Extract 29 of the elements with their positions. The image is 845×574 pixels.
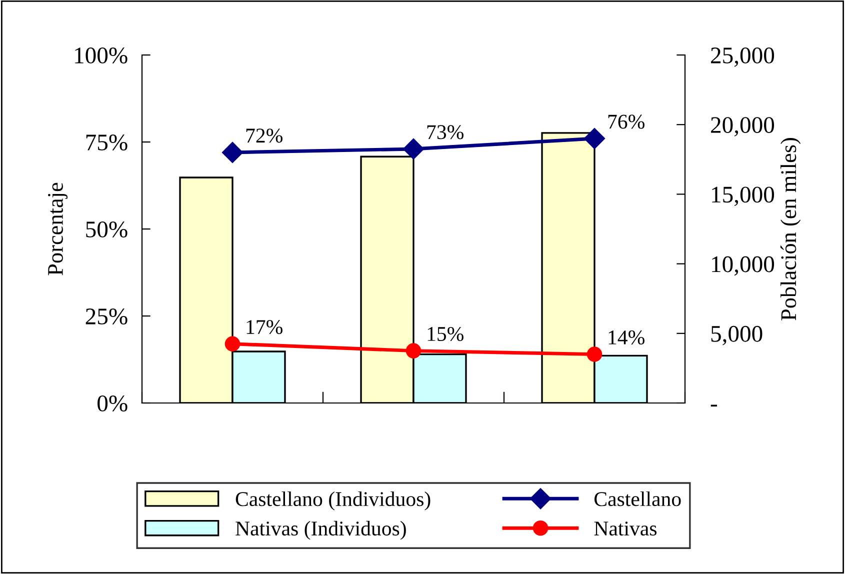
- legend-label: Nativas (Individuos): [236, 520, 406, 540]
- y2-axis-title: Población (en miles): [780, 138, 801, 320]
- y2-tick-label: 20,000: [711, 117, 774, 136]
- y-tick-label: 50%: [86, 221, 128, 238]
- point: [222, 142, 244, 163]
- data-label: 15%: [428, 326, 464, 342]
- point: [224, 336, 240, 352]
- legend-label: Castellano (Individuos): [236, 491, 430, 510]
- point: [402, 138, 424, 160]
- point: [586, 346, 602, 362]
- y-axis-title: Porcentaje: [48, 182, 68, 276]
- y2-tick-label: 5,000: [711, 326, 762, 346]
- data-label: 17%: [246, 320, 282, 334]
- legend-label: Nativas: [594, 522, 657, 536]
- y2-tick-label: 15,000: [712, 186, 774, 206]
- legend-label: Castellano: [594, 491, 681, 506]
- y2-tick-label: 25,000: [711, 47, 774, 67]
- point: [584, 128, 606, 150]
- data-label: 72%: [246, 128, 282, 143]
- point: [406, 343, 422, 358]
- data-label: 73%: [427, 125, 464, 140]
- y-tick-label: 0%: [98, 395, 128, 412]
- y-tick-label: 75%: [86, 134, 128, 150]
- y2-tick-label: -: [710, 404, 718, 407]
- y-tick-label: 25%: [86, 308, 128, 324]
- data-label: 76%: [608, 114, 644, 129]
- y2-tick-label: 10,000: [712, 256, 774, 276]
- y-tick-label: 100%: [75, 47, 128, 64]
- data-label: 14%: [608, 330, 644, 345]
